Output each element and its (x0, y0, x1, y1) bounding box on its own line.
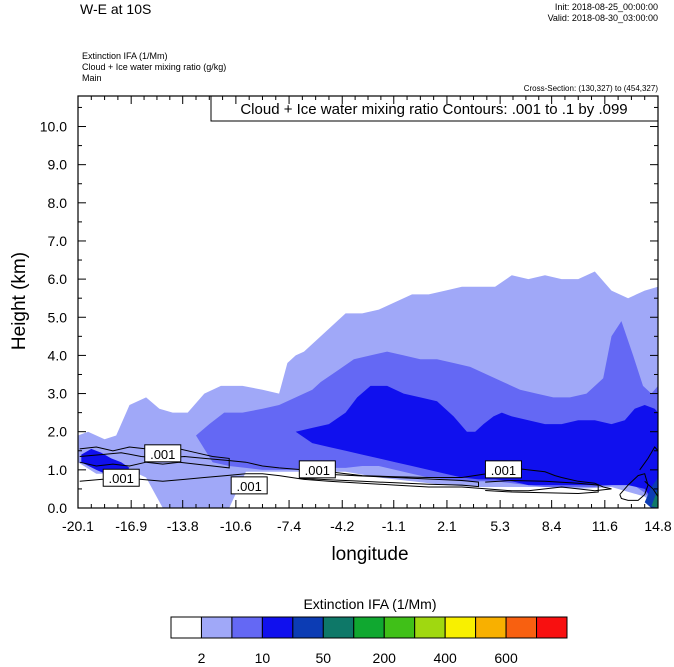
y-tick-label: 0.0 (48, 500, 68, 516)
contour-label-box (298, 460, 336, 479)
x-tick-label: -4.2 (330, 518, 354, 534)
field-label-mixing-ratio: Cloud + Ice water mixing ratio (g/kg) (82, 62, 227, 72)
extinction-region-level-3 (295, 385, 658, 508)
contour-label-box (230, 476, 268, 495)
colorbar-swatch (475, 616, 507, 639)
contour-info-box (210, 95, 659, 122)
y-tick-label: 4.0 (48, 347, 68, 363)
colorbar-swatch (444, 616, 477, 639)
colorbar-title: Extinction IFA (1/Mm) (303, 596, 437, 612)
colorbar-swatch (505, 616, 538, 639)
contour-label-box (484, 460, 522, 479)
field-label-main: Main (82, 73, 102, 83)
init-time: Init: 2018-08-25_00:00:00 (554, 2, 658, 12)
mixing-ratio-contour (79, 446, 230, 469)
y-tick-label: 6.0 (48, 271, 68, 287)
x-tick-label: -1.1 (382, 518, 406, 534)
x-tick-label: 14.8 (644, 518, 671, 534)
x-tick-label: -20.1 (62, 518, 94, 534)
mixing-ratio-contour (639, 446, 658, 498)
chart-title: W-E at 10S (80, 1, 152, 17)
x-tick-label: 5.3 (490, 518, 510, 534)
contour-label-box (102, 468, 140, 487)
contour-label: .001 (305, 463, 330, 478)
y-tick-label: 10.0 (40, 119, 67, 135)
contour-label: .001 (237, 479, 262, 494)
contour-label: .001 (109, 471, 134, 486)
colorbar-label: 50 (316, 650, 332, 666)
cross-section-label: Cross-Section: (130,327) to (454,327) (523, 84, 658, 93)
colorbar-swatch (200, 616, 233, 639)
mixing-ratio-contour (298, 472, 479, 488)
colorbar-swatch (536, 616, 568, 639)
y-tick-label: 1.0 (48, 462, 68, 478)
x-tick-label: -7.4 (277, 518, 301, 534)
colorbar-swatch (170, 616, 202, 639)
colorbar-label: 600 (494, 650, 518, 666)
plot-area: .001 .001 .001 .001 .001 (78, 271, 658, 508)
x-tick-label: -16.9 (115, 518, 147, 534)
contour-label-box (144, 444, 182, 463)
x-tick-label: -13.8 (167, 518, 199, 534)
x-tick-label: 2.1 (437, 518, 457, 534)
contour-info-text: Cloud + Ice water mixing ratio Contours:… (240, 101, 627, 118)
colorbar-swatch (383, 616, 416, 639)
y-tick-label: 5.0 (48, 309, 68, 325)
y-tick-label: 8.0 (48, 195, 68, 211)
colorbar-swatch (353, 616, 385, 639)
y-tick-label: 2.0 (48, 424, 68, 440)
y-tick-label: 7.0 (48, 233, 68, 249)
colorbar-swatch (292, 616, 324, 639)
x-axis-label: longitude (331, 544, 409, 565)
colorbar-label: 200 (373, 650, 397, 666)
x-tick-label: 11.6 (592, 518, 618, 534)
colorbar-label: 400 (433, 650, 457, 666)
colorbar-label: 10 (255, 650, 271, 666)
mixing-ratio-contour (619, 473, 649, 501)
mixing-ratio-contour (485, 479, 599, 495)
mixing-ratio-contour (79, 452, 612, 492)
colorbar-swatch (322, 616, 355, 639)
contour-label: .001 (150, 447, 175, 462)
colorbar-label: 2 (198, 650, 206, 666)
y-tick-label: 9.0 (48, 157, 68, 173)
valid-time: Valid: 2018-08-30_03:00:00 (547, 13, 658, 23)
y-axis-label: Height (km) (9, 251, 30, 351)
colorbar-swatch (414, 616, 446, 639)
x-tick-label: 8.4 (542, 518, 562, 534)
field-label-extinction: Extinction IFA (1/Mm) (82, 51, 168, 61)
y-tick-label: 3.0 (48, 386, 68, 402)
x-tick-label: -10.6 (220, 518, 252, 534)
colorbar-swatch (231, 616, 263, 639)
colorbar-swatch (261, 616, 294, 639)
contour-label: .001 (491, 463, 516, 478)
